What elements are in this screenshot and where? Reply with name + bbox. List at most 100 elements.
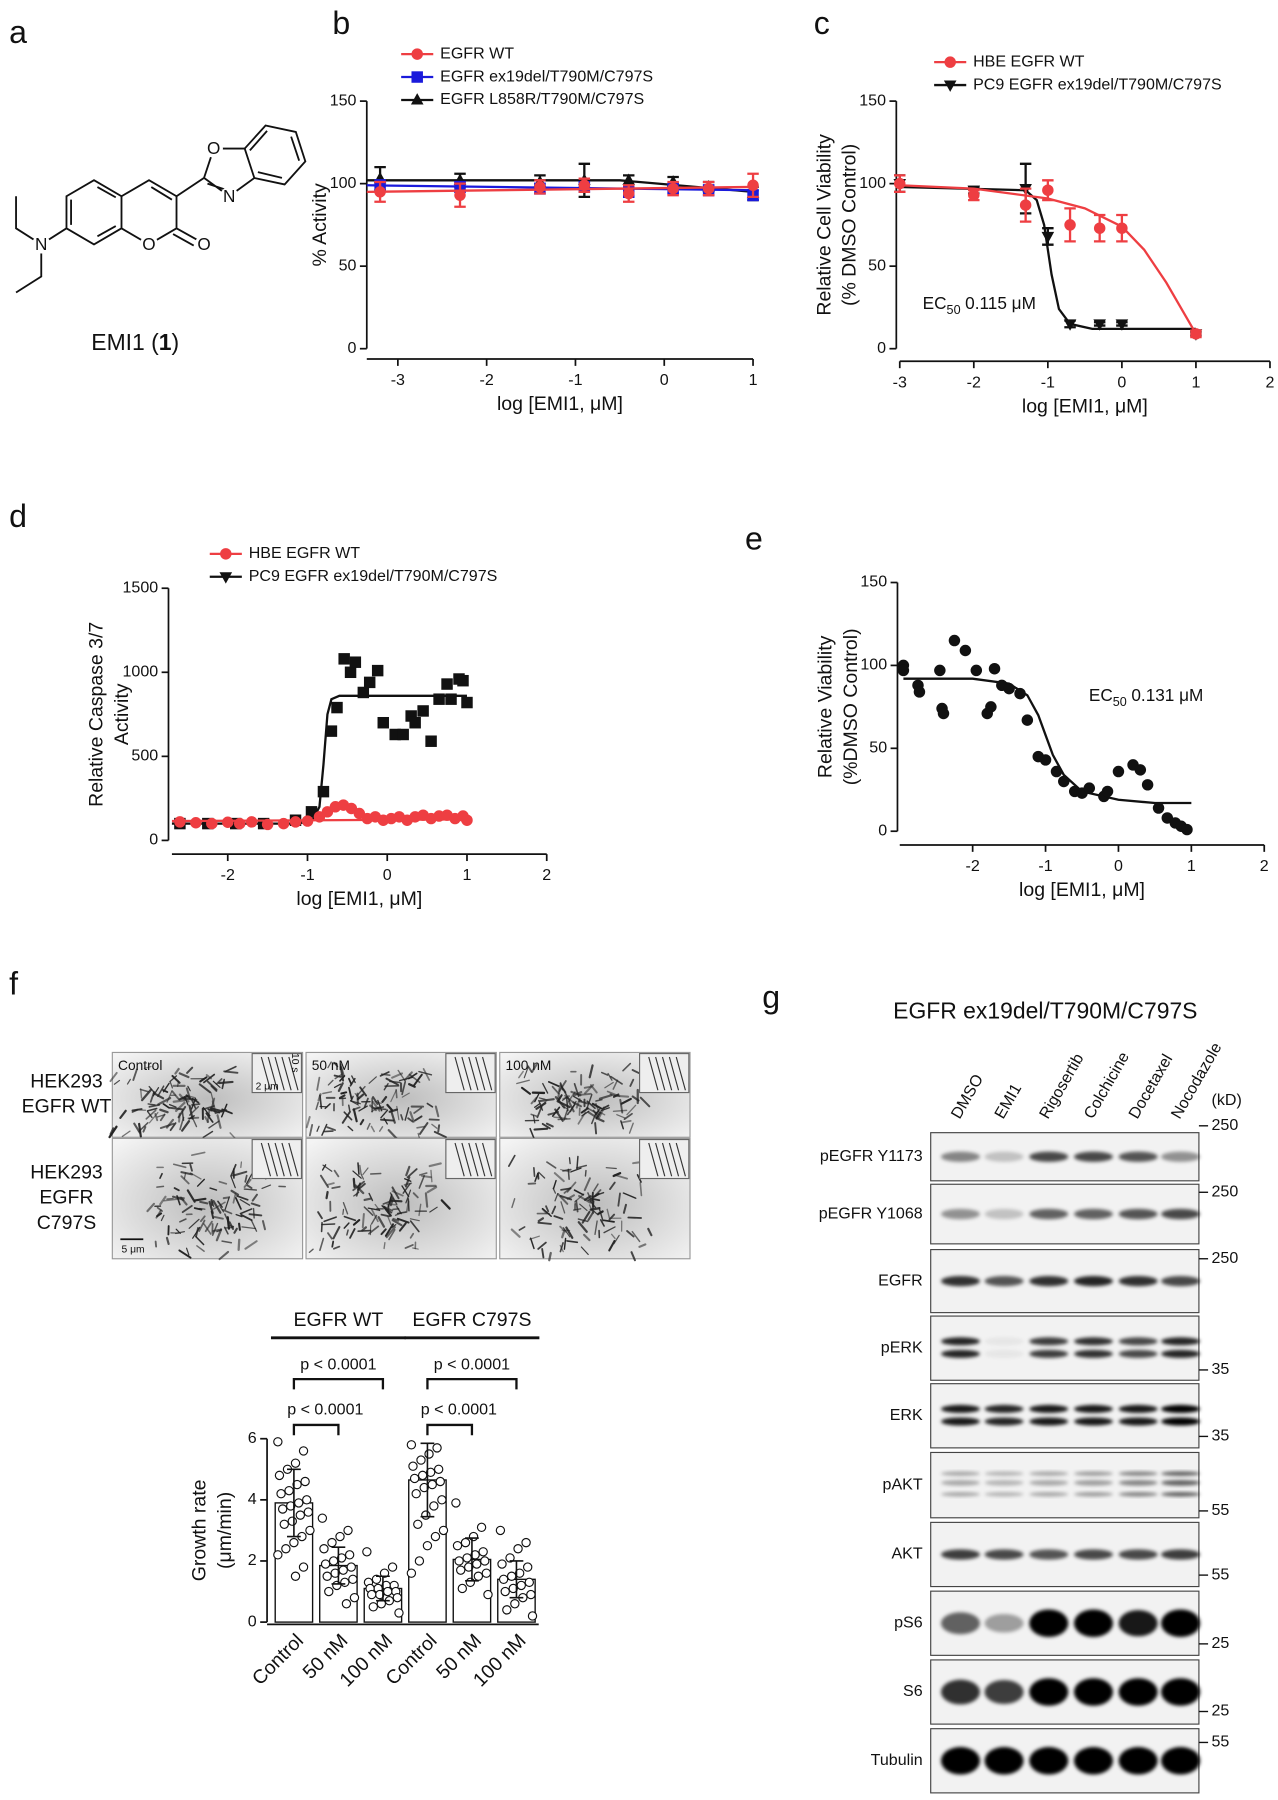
marker-label: 250	[1212, 1183, 1239, 1201]
data-point	[305, 806, 318, 818]
microtubule	[244, 1174, 248, 1183]
microtubule	[639, 1096, 651, 1108]
microtubule	[561, 1229, 566, 1239]
row-label: HEK293	[30, 1162, 103, 1184]
microtubule	[370, 1208, 379, 1223]
kymograph-track	[668, 1056, 680, 1091]
atom-label: O	[207, 138, 220, 158]
data-point	[363, 676, 376, 689]
microtubule	[380, 1073, 391, 1076]
molecule	[15, 124, 307, 294]
data-point	[1190, 328, 1202, 340]
kymograph-track	[468, 1142, 479, 1177]
microtubule	[146, 1107, 158, 1112]
microtubule	[583, 1195, 592, 1201]
microtubule	[186, 1189, 196, 1203]
microtubule	[171, 1074, 181, 1084]
data-point	[1181, 823, 1193, 836]
kymograph-track	[281, 1142, 292, 1177]
microtubule	[405, 1165, 411, 1177]
kymograph-track	[260, 1142, 272, 1177]
microtubule	[518, 1070, 524, 1079]
band	[1118, 1151, 1158, 1162]
microtubule	[575, 1164, 588, 1169]
panel-label: a	[9, 14, 27, 50]
microtubule	[538, 1171, 546, 1179]
data-point	[433, 693, 445, 705]
row-label: S6	[903, 1682, 923, 1700]
microtubule	[316, 1125, 320, 1132]
microtubule	[349, 1227, 356, 1239]
microtubule	[157, 1085, 165, 1097]
microtubule	[121, 1130, 131, 1138]
microtubule	[204, 1220, 213, 1233]
data-point	[522, 1562, 533, 1572]
microtubule	[333, 1245, 341, 1250]
atom-mask	[204, 139, 223, 158]
microtubule	[218, 1250, 230, 1261]
kymograph-track	[281, 1056, 292, 1091]
data-point	[295, 1510, 306, 1520]
microtubule	[599, 1219, 605, 1227]
data-point	[427, 1479, 437, 1490]
band	[1073, 1349, 1113, 1358]
microtubule	[308, 1248, 314, 1254]
microtubule	[542, 1082, 549, 1094]
microtubule	[348, 1077, 353, 1086]
kymograph-track	[454, 1142, 465, 1177]
microtubule	[511, 1198, 516, 1209]
data-point	[1041, 231, 1055, 244]
data-point	[460, 1537, 471, 1548]
data-point	[622, 187, 635, 200]
micrograph	[305, 1137, 497, 1260]
microtubule	[396, 1205, 402, 1215]
microtubule	[224, 1196, 230, 1211]
data-point	[1101, 785, 1114, 798]
blot-title: EGFR ex19del/T790M/C797S	[893, 997, 1197, 1023]
microtubule	[159, 1172, 163, 1179]
microtubule	[594, 1220, 598, 1236]
microtubule	[567, 1168, 570, 1181]
microtubule	[566, 1240, 579, 1244]
band	[984, 1549, 1024, 1560]
microtubule	[409, 1232, 415, 1239]
microtubule	[189, 1163, 193, 1172]
microtubule	[146, 1202, 156, 1213]
data-point	[1112, 765, 1125, 778]
row-label: pAKT	[883, 1475, 923, 1493]
microtubule	[138, 1122, 149, 1132]
row-label: AKT	[891, 1545, 922, 1563]
microtubule	[219, 1206, 225, 1213]
data-point	[289, 1537, 299, 1548]
microtubule	[605, 1167, 617, 1170]
microtubule	[261, 1220, 266, 1231]
microtubule	[609, 1075, 623, 1085]
microtubule	[321, 1123, 328, 1136]
microtubule	[566, 1181, 577, 1193]
kymograph-track	[655, 1056, 666, 1091]
x-tick-label: -3	[391, 371, 405, 389]
microtubule	[185, 1094, 192, 1100]
microtubule	[168, 1103, 177, 1108]
data-point	[430, 1531, 441, 1542]
group-label: EGFR C797S	[412, 1309, 531, 1331]
microtubule	[520, 1086, 532, 1095]
microtubule	[352, 1170, 362, 1179]
microtubule	[576, 1155, 579, 1170]
data-point	[514, 1568, 525, 1578]
microtubule	[148, 1103, 161, 1108]
annotation-value: 0.115 μM	[965, 293, 1036, 313]
data-point	[416, 1455, 426, 1465]
panel-label: b	[332, 5, 350, 41]
band	[1118, 1337, 1158, 1346]
scale-bar-label: 5 μm	[121, 1244, 144, 1255]
data-point	[1021, 714, 1034, 726]
microtubule	[215, 1078, 223, 1085]
microtubule	[530, 1096, 538, 1105]
atom-label: N	[223, 186, 235, 206]
microtubule	[647, 1227, 653, 1237]
microtubule	[545, 1205, 550, 1213]
data-point	[457, 1583, 468, 1594]
data-point	[408, 1461, 418, 1471]
data-point	[462, 1553, 472, 1563]
